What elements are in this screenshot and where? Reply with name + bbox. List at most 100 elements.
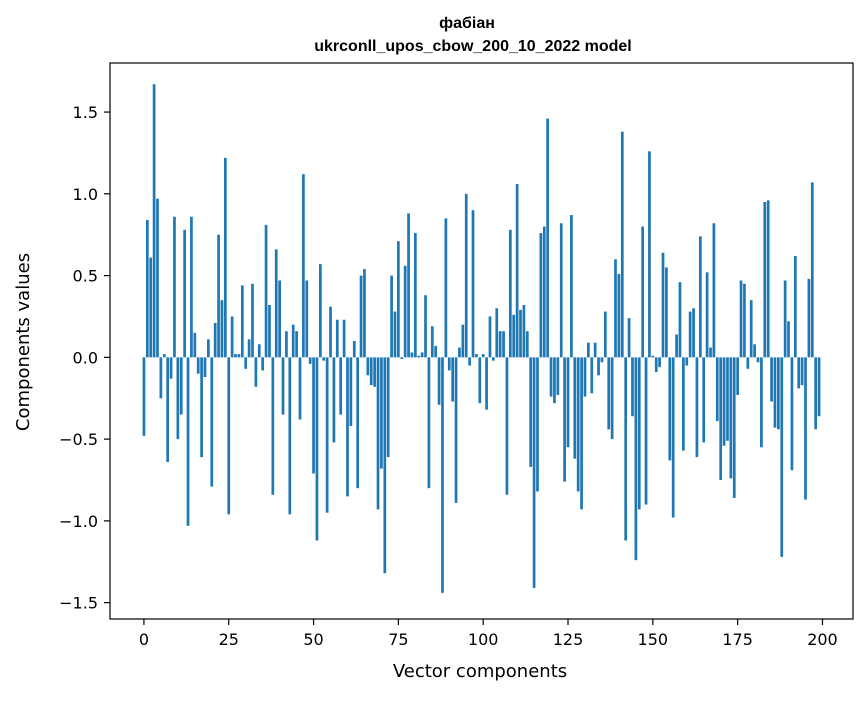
bar [787, 321, 790, 358]
bar [763, 202, 767, 358]
bar [424, 295, 427, 358]
bar [217, 234, 220, 358]
bar [390, 275, 393, 358]
bar [230, 316, 234, 358]
bar [274, 249, 278, 358]
bar [712, 223, 716, 358]
bar [332, 357, 336, 443]
y-tick-label: −0.5 [59, 430, 98, 449]
y-tick-label: 1.5 [73, 103, 98, 122]
bar [593, 342, 597, 358]
bar [705, 272, 709, 358]
bar [223, 157, 227, 358]
bar [190, 216, 193, 358]
bar [234, 354, 237, 358]
bar [430, 326, 434, 358]
bar [553, 357, 556, 404]
bars-group [142, 84, 821, 593]
bar [607, 357, 611, 430]
bar [268, 305, 271, 358]
bar [709, 347, 712, 358]
bar [451, 357, 455, 402]
bar [793, 255, 797, 358]
bar [614, 259, 617, 358]
bar [420, 352, 424, 358]
bar [342, 319, 346, 358]
bar [651, 355, 655, 358]
bar [162, 354, 166, 358]
bar [444, 218, 448, 358]
bar [196, 357, 200, 374]
bar [156, 198, 159, 358]
bar [698, 236, 702, 358]
chart-title: фабіан [439, 15, 495, 32]
bar [549, 357, 553, 397]
bar [240, 285, 244, 358]
bar [617, 273, 621, 358]
bar [335, 319, 339, 358]
bar [376, 357, 380, 510]
bar [644, 357, 648, 505]
bar [817, 357, 821, 417]
bar [152, 84, 156, 358]
bar [797, 357, 801, 389]
bar [746, 357, 750, 369]
bar [492, 357, 495, 361]
bar [413, 233, 417, 358]
bar [458, 347, 461, 358]
bar [546, 118, 550, 358]
bar [308, 357, 312, 364]
bar [257, 344, 261, 358]
bar [783, 280, 787, 358]
bar [780, 357, 784, 557]
bar [318, 264, 322, 358]
x-axis: 0 25 50 75 100 125 150 175 200 [139, 619, 838, 649]
bar [536, 357, 539, 492]
bar [627, 318, 631, 358]
bar [461, 324, 465, 358]
bar [380, 357, 383, 469]
bar [777, 357, 780, 430]
bar [736, 357, 739, 395]
bar [200, 357, 203, 458]
bar [369, 357, 373, 386]
bar [322, 357, 326, 361]
bar [654, 357, 658, 373]
bar [193, 332, 197, 358]
bar [603, 311, 607, 358]
bar [685, 357, 689, 366]
bar [637, 357, 641, 510]
bar [695, 357, 699, 458]
bar [634, 357, 638, 561]
bar [427, 357, 431, 489]
bar [271, 357, 275, 495]
bar [298, 357, 302, 420]
bar [397, 241, 400, 358]
bar [573, 357, 577, 459]
bar [668, 357, 672, 461]
bar [291, 324, 295, 358]
bar [773, 357, 777, 428]
bar [675, 334, 678, 358]
bar [244, 357, 248, 369]
bar [410, 352, 414, 358]
bar [383, 357, 387, 574]
y-axis-label: Components values [13, 253, 34, 431]
bar [807, 278, 811, 358]
x-tick-label: 0 [139, 630, 149, 649]
x-tick-label: 150 [638, 630, 669, 649]
bar [468, 357, 471, 366]
bar [485, 357, 488, 410]
bar [454, 357, 458, 503]
bar [692, 308, 695, 358]
bar [437, 357, 441, 405]
bar [227, 357, 231, 515]
bar [641, 226, 645, 358]
bar [352, 341, 356, 358]
bar [447, 357, 451, 371]
bar [665, 267, 668, 358]
bar [179, 357, 183, 415]
bar [149, 257, 153, 358]
bar [386, 357, 390, 458]
